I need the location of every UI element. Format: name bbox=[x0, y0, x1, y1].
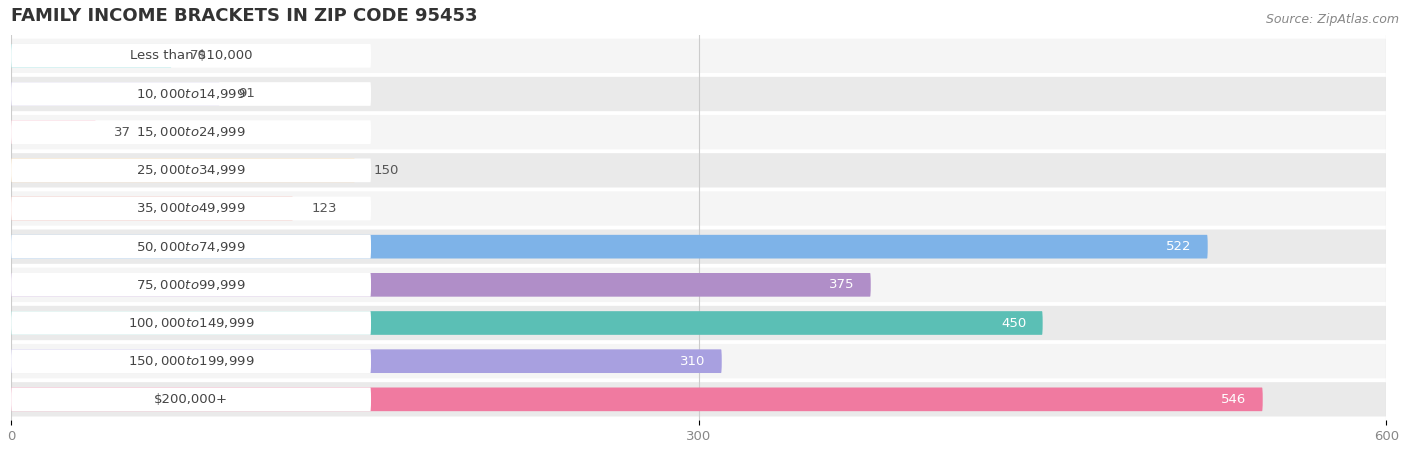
FancyBboxPatch shape bbox=[11, 349, 371, 373]
FancyBboxPatch shape bbox=[11, 235, 1208, 258]
FancyBboxPatch shape bbox=[11, 344, 1386, 378]
FancyBboxPatch shape bbox=[11, 82, 219, 106]
Text: 123: 123 bbox=[311, 202, 337, 215]
FancyBboxPatch shape bbox=[11, 153, 1386, 188]
FancyBboxPatch shape bbox=[11, 197, 292, 220]
Text: $25,000 to $34,999: $25,000 to $34,999 bbox=[136, 163, 246, 177]
FancyBboxPatch shape bbox=[11, 82, 371, 106]
Text: $10,000 to $14,999: $10,000 to $14,999 bbox=[136, 87, 246, 101]
FancyBboxPatch shape bbox=[11, 273, 371, 297]
FancyBboxPatch shape bbox=[11, 306, 1386, 340]
Text: $200,000+: $200,000+ bbox=[155, 393, 228, 406]
Text: 91: 91 bbox=[238, 87, 254, 100]
Text: $15,000 to $24,999: $15,000 to $24,999 bbox=[136, 125, 246, 139]
Text: Less than $10,000: Less than $10,000 bbox=[129, 50, 252, 63]
FancyBboxPatch shape bbox=[11, 311, 371, 335]
FancyBboxPatch shape bbox=[11, 387, 371, 411]
FancyBboxPatch shape bbox=[11, 191, 1386, 225]
Text: $50,000 to $74,999: $50,000 to $74,999 bbox=[136, 240, 246, 254]
FancyBboxPatch shape bbox=[11, 44, 371, 68]
FancyBboxPatch shape bbox=[11, 382, 1386, 417]
Text: 37: 37 bbox=[114, 126, 131, 139]
FancyBboxPatch shape bbox=[11, 44, 172, 68]
FancyBboxPatch shape bbox=[11, 349, 721, 373]
FancyBboxPatch shape bbox=[11, 268, 1386, 302]
Text: 522: 522 bbox=[1166, 240, 1192, 253]
FancyBboxPatch shape bbox=[11, 39, 1386, 73]
Text: 375: 375 bbox=[830, 279, 855, 291]
Text: 450: 450 bbox=[1001, 316, 1026, 329]
FancyBboxPatch shape bbox=[11, 235, 371, 258]
Text: $75,000 to $99,999: $75,000 to $99,999 bbox=[136, 278, 246, 292]
FancyBboxPatch shape bbox=[11, 158, 371, 182]
FancyBboxPatch shape bbox=[11, 158, 354, 182]
Text: FAMILY INCOME BRACKETS IN ZIP CODE 95453: FAMILY INCOME BRACKETS IN ZIP CODE 95453 bbox=[11, 7, 478, 25]
Text: Source: ZipAtlas.com: Source: ZipAtlas.com bbox=[1265, 14, 1399, 27]
Text: 310: 310 bbox=[681, 355, 706, 368]
FancyBboxPatch shape bbox=[11, 77, 1386, 111]
Text: 150: 150 bbox=[374, 164, 399, 177]
FancyBboxPatch shape bbox=[11, 311, 1043, 335]
Text: 546: 546 bbox=[1222, 393, 1247, 406]
Text: $150,000 to $199,999: $150,000 to $199,999 bbox=[128, 354, 254, 368]
Text: $35,000 to $49,999: $35,000 to $49,999 bbox=[136, 202, 246, 216]
FancyBboxPatch shape bbox=[11, 115, 1386, 149]
FancyBboxPatch shape bbox=[11, 230, 1386, 264]
FancyBboxPatch shape bbox=[11, 197, 371, 220]
FancyBboxPatch shape bbox=[11, 273, 870, 297]
FancyBboxPatch shape bbox=[11, 387, 1263, 411]
Text: $100,000 to $149,999: $100,000 to $149,999 bbox=[128, 316, 254, 330]
FancyBboxPatch shape bbox=[11, 120, 371, 144]
FancyBboxPatch shape bbox=[11, 120, 96, 144]
Text: 70: 70 bbox=[190, 50, 207, 63]
